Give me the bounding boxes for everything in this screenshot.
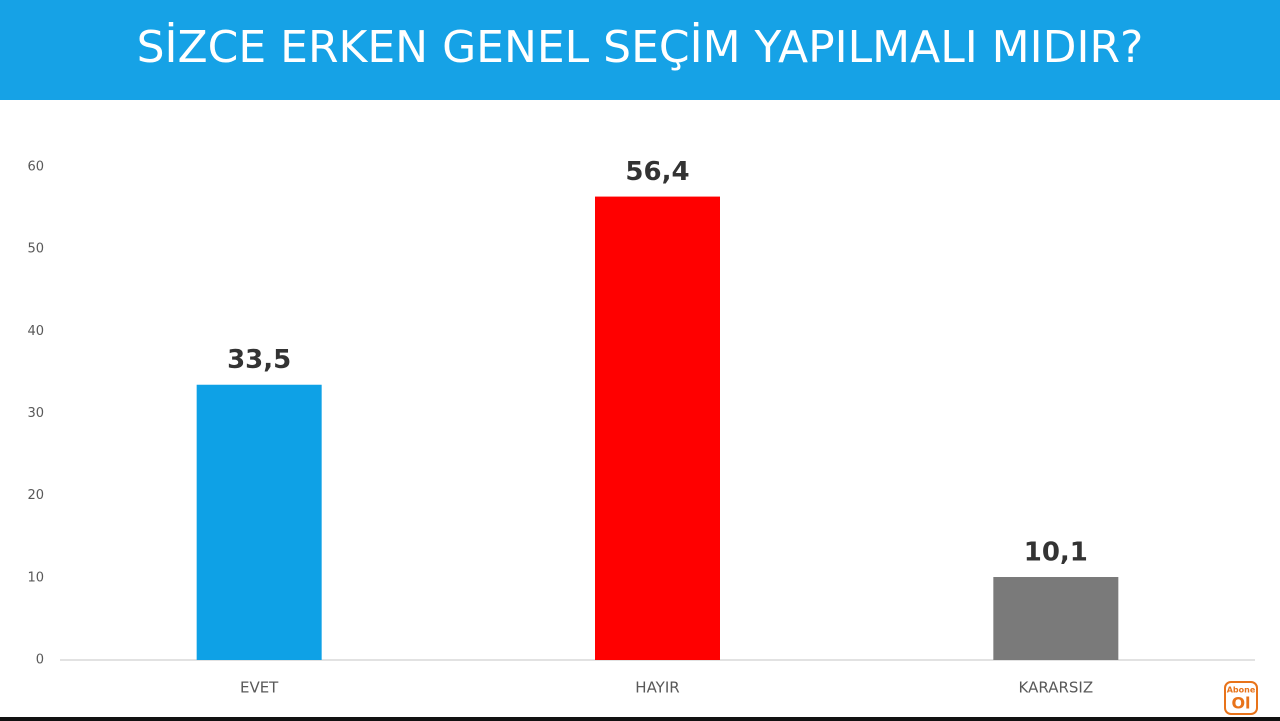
bar bbox=[196, 384, 322, 660]
x-tick-label: EVET bbox=[240, 679, 279, 697]
value-label: 33,5 bbox=[227, 345, 291, 375]
bar bbox=[595, 196, 720, 660]
x-tick-label: KARARSIZ bbox=[1019, 679, 1094, 697]
y-tick-label: 20 bbox=[27, 488, 44, 503]
y-tick-label: 10 bbox=[27, 570, 44, 585]
watermark-text: Ol bbox=[1231, 694, 1250, 713]
y-tick-label: 50 bbox=[27, 242, 44, 257]
y-tick-label: 60 bbox=[27, 160, 44, 175]
value-label: 10,1 bbox=[1024, 538, 1088, 568]
title-banner bbox=[0, 0, 1280, 100]
y-tick-label: 40 bbox=[27, 324, 44, 339]
value-label: 56,4 bbox=[625, 157, 689, 187]
bottom-strip bbox=[0, 717, 1280, 721]
y-tick-label: 0 bbox=[36, 653, 44, 668]
watermark-badge bbox=[1224, 681, 1258, 715]
bar bbox=[993, 577, 1119, 660]
watermark-text: Abone bbox=[1227, 686, 1256, 695]
x-tick-label: HAYIR bbox=[635, 679, 679, 697]
chart-title: SİZCE ERKEN GENEL SEÇİM YAPILMALI MIDIR? bbox=[137, 21, 1144, 73]
y-tick-label: 30 bbox=[27, 406, 44, 421]
